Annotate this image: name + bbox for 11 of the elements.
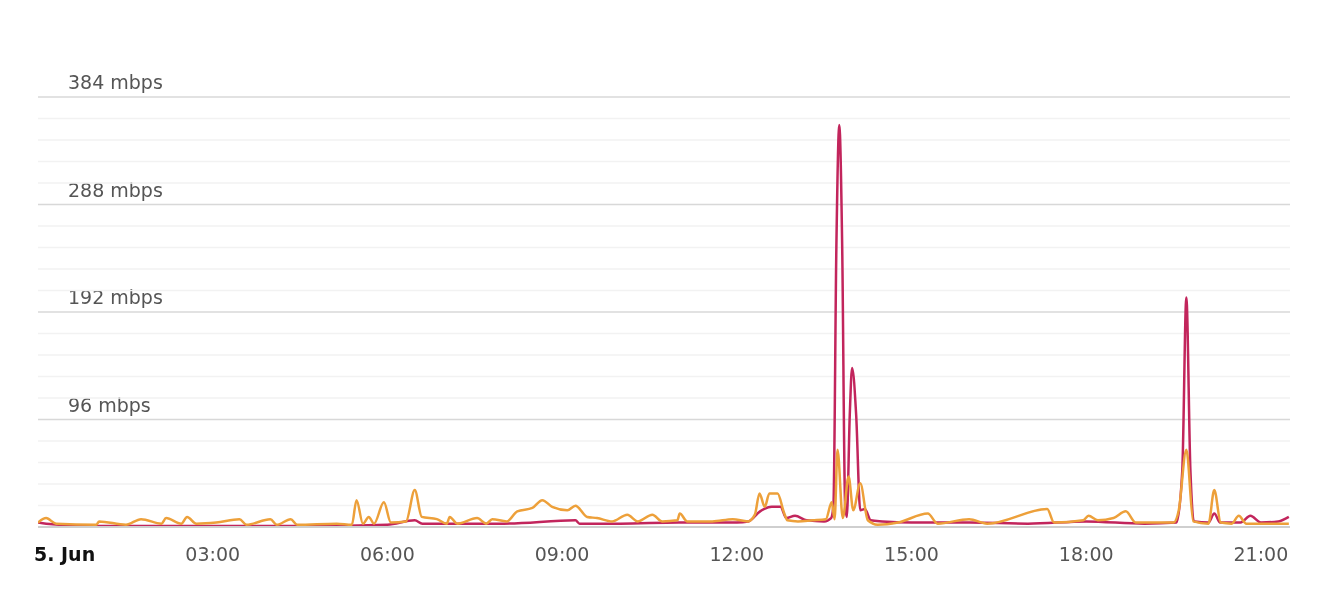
y-tick-label: 96 mbps <box>68 393 151 416</box>
x-tick-label: 09:00 <box>534 543 590 565</box>
x-tick-label: 21:00 <box>1233 543 1289 565</box>
x-tick-label: 5. Jun <box>34 543 96 565</box>
x-tick-label: 15:00 <box>884 543 939 565</box>
x-tick-label: 18:00 <box>1058 543 1114 565</box>
y-tick-label: 384 mbps <box>68 71 163 93</box>
x-tick-label: 03:00 <box>185 543 241 565</box>
x-tick-label: 12:00 <box>709 543 765 565</box>
x-tick-label: 06:00 <box>360 543 415 565</box>
y-tick-label: 288 mbps <box>68 178 163 201</box>
